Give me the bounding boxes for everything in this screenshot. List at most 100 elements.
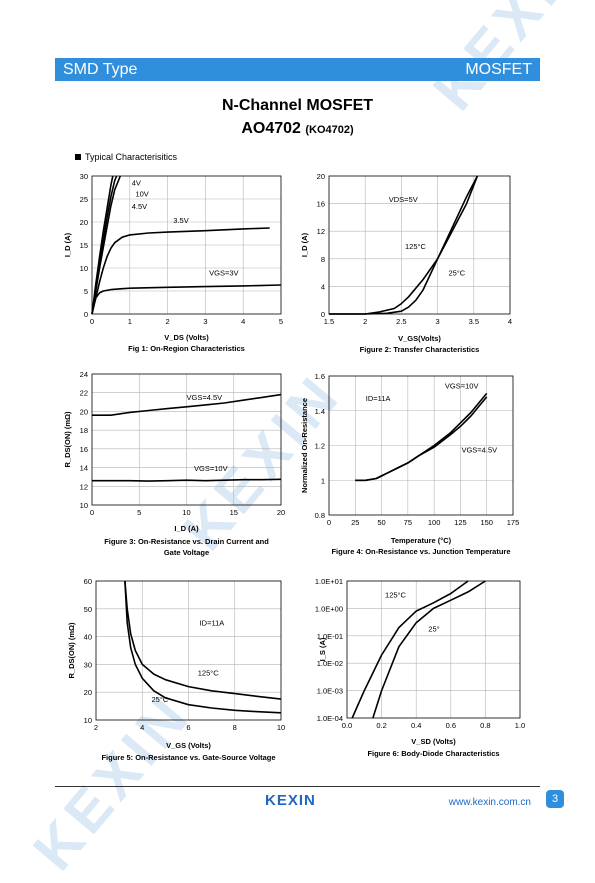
y-tick-label: 1.0E+01 [315, 577, 343, 586]
chart-annotation: 25°C [448, 268, 465, 277]
y-tick-label: 25 [80, 195, 88, 204]
y-tick-label: 16 [317, 200, 325, 209]
x-tick-label: 3 [203, 317, 207, 326]
series-line [355, 392, 488, 482]
x-tick-label: 1 [128, 317, 132, 326]
y-axis-label: Normalized On-Resistance [300, 398, 309, 493]
x-tick-label: 0.8 [480, 721, 490, 730]
y-tick-label: 20 [80, 407, 88, 416]
chart-annotation: VDS=5V [389, 195, 418, 204]
x-tick-label: 2 [166, 317, 170, 326]
x-axis-label: V_DS (Volts) [164, 333, 209, 342]
y-tick-label: 30 [80, 172, 88, 181]
chart-annotation: 4V [132, 179, 141, 188]
series-line [329, 175, 479, 315]
y-axis-label: I_D (A) [63, 232, 72, 257]
series-line [351, 580, 469, 719]
y-tick-label: 0.8 [315, 511, 325, 520]
plot-frame [95, 580, 282, 721]
section-heading: Typical Characterisitics [75, 152, 177, 162]
chart-fig5: 2 4 6 8 10 10 20 30 40 50 60 ID=11A 125°C 25°C V_GS (V… [67, 577, 285, 762]
x-axis-label: I_D (A) [174, 524, 199, 533]
y-tick-label: 24 [80, 370, 88, 379]
chart-fig3: 0 5 10 15 20 10 12 14 16 18 20 22 24 VGS=4.5V VGS=10V I… [63, 370, 285, 557]
y-tick-label: 40 [84, 633, 92, 642]
x-tick-label: 5 [137, 508, 141, 517]
figure-caption: Figure 3: On-Resistance vs. Drain Curren… [104, 537, 269, 546]
x-tick-label: 3.5 [469, 317, 479, 326]
chart-fig2: 1.5 2 2.5 3 3.5 4 0 4 8 12 16 20 VDS=5V 125°C 25°C V_GS… [300, 172, 512, 354]
series-line [124, 580, 282, 700]
chart-annotation: 25° [428, 625, 439, 634]
series-line [329, 175, 479, 315]
y-tick-label: 20 [317, 172, 325, 181]
plot-frame [91, 175, 282, 315]
y-tick-label: 10 [80, 264, 88, 273]
series-line [355, 396, 488, 482]
y-tick-label: 14 [80, 464, 88, 473]
x-tick-label: 1.5 [324, 317, 334, 326]
y-tick-label: 1.2 [315, 442, 325, 451]
y-tick-label: 1.6 [315, 372, 325, 381]
y-tick-label: 30 [84, 660, 92, 669]
chart-annotation: VGS=3V [209, 268, 238, 277]
series-line [92, 478, 282, 482]
x-tick-label: 175 [507, 518, 520, 527]
y-tick-label: 1.4 [315, 407, 325, 416]
y-tick-label: 0 [84, 310, 88, 319]
x-axis-label: V_SD (Volts) [411, 737, 456, 746]
part-alt: (KO4702) [305, 124, 354, 136]
y-tick-label: 20 [80, 218, 88, 227]
chart-annotation: ID=11A [200, 618, 225, 627]
y-tick-label: 1.0E-04 [317, 714, 343, 723]
header-bar: SMD Type MOSFET [55, 58, 540, 81]
chart-annotation: 4.5V [132, 202, 147, 211]
x-tick-label: 10 [277, 723, 285, 732]
y-axis-label: R_DS(ON) (mΩ) [63, 411, 72, 468]
plot-frame [346, 580, 521, 719]
header-type: SMD Type [63, 61, 138, 78]
footer-url[interactable]: www.kexin.com.cn [448, 797, 531, 808]
figure-caption: Figure 4: On-Resistance vs. Junction Tem… [331, 547, 510, 556]
plot-frame [328, 175, 511, 315]
y-tick-label: 10 [84, 716, 92, 725]
y-tick-label: 0 [321, 310, 325, 319]
y-axis-label: I_D (A) [300, 232, 309, 257]
chart-annotation: 25°C [152, 695, 169, 704]
plot-frame [328, 375, 514, 516]
x-tick-label: 5 [279, 317, 283, 326]
x-axis-label: V_GS (Volts) [166, 741, 211, 750]
chart-annotation: 125°C [198, 669, 220, 678]
x-tick-label: 2 [94, 723, 98, 732]
x-tick-label: 25 [351, 518, 359, 527]
x-axis-label: Temperature (°C) [391, 536, 452, 545]
y-tick-label: 12 [80, 482, 88, 491]
x-tick-label: 4 [241, 317, 245, 326]
x-tick-label: 6 [186, 723, 190, 732]
y-tick-label: 1 [321, 476, 325, 485]
chart-annotation: ID=11A [366, 394, 391, 403]
x-tick-label: 8 [233, 723, 237, 732]
page-title: N-Channel MOSFET [221, 97, 374, 114]
y-tick-label: 10 [80, 501, 88, 510]
y-tick-label: 22 [80, 389, 88, 398]
x-tick-label: 2 [363, 317, 367, 326]
chart-fig6: 0.0 0.2 0.4 0.6 0.8 1.0 1.0E-04 1.0E-03 1.0E-02 1… [315, 577, 525, 758]
x-tick-label: 0.0 [342, 721, 352, 730]
y-tick-label: 1.0E+00 [315, 604, 343, 613]
figure-caption: Figure 5: On-Resistance vs. Gate-Source … [101, 753, 275, 762]
footer-divider [55, 786, 540, 787]
y-axis-label: I_S (A) [318, 637, 327, 661]
page-number: 3 [546, 790, 564, 808]
y-tick-label: 5 [84, 287, 88, 296]
x-tick-label: 0.6 [446, 721, 456, 730]
x-tick-label: 15 [230, 508, 238, 517]
plot-frame [91, 373, 282, 506]
y-tick-label: 1.0E-02 [317, 659, 343, 668]
x-tick-label: 0 [90, 317, 94, 326]
y-tick-label: 1.0E-03 [317, 687, 343, 696]
x-tick-label: 75 [404, 518, 412, 527]
chart-annotation: 125°C [385, 590, 407, 599]
figure-caption: Figure 6: Body-Diode Characteristics [367, 749, 499, 758]
chart-fig1: 0 1 2 3 4 5 0 5 10 15 20 25 30 4V 10V 4.5V 3.5V VGS=3V V_D… [63, 172, 283, 353]
